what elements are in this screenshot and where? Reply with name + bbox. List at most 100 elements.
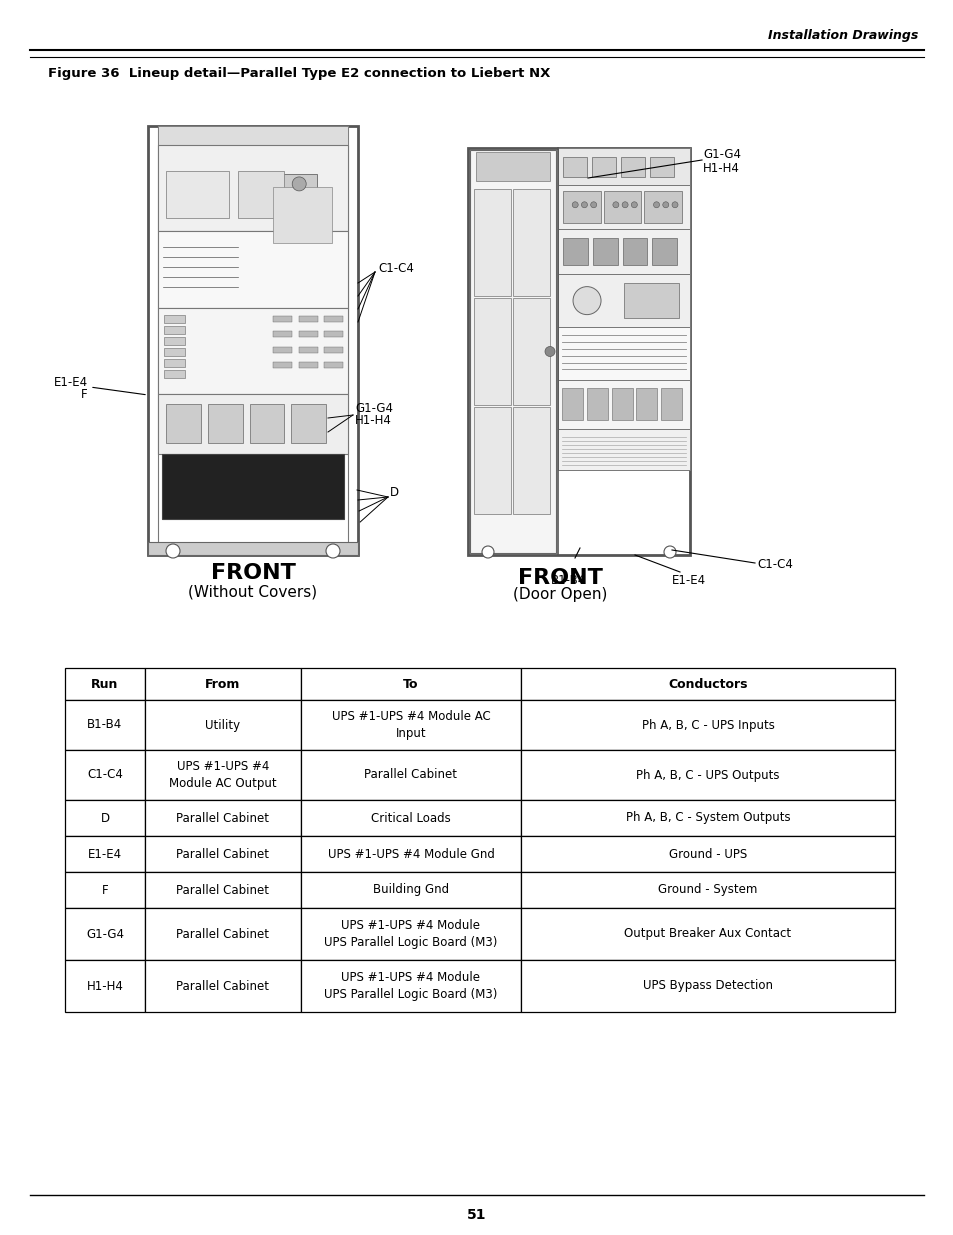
Bar — [145, 960, 301, 1011]
Bar — [158, 309, 348, 394]
Text: Conductors: Conductors — [667, 678, 747, 690]
Bar — [622, 238, 647, 266]
Circle shape — [612, 201, 618, 207]
Text: E1-E4: E1-E4 — [671, 574, 705, 587]
Text: Run: Run — [91, 678, 118, 690]
Bar — [611, 388, 632, 420]
Bar — [162, 454, 344, 519]
Bar — [562, 191, 600, 222]
Bar — [324, 347, 342, 352]
Bar — [474, 298, 511, 405]
Bar — [603, 191, 640, 222]
Bar — [558, 274, 689, 327]
Bar — [164, 370, 185, 378]
Bar — [298, 347, 317, 352]
Bar — [520, 872, 894, 908]
Bar — [164, 315, 185, 322]
Bar — [513, 408, 550, 515]
Text: B1-B4: B1-B4 — [88, 719, 123, 731]
Bar — [660, 388, 681, 420]
Text: Parallel Cabinet: Parallel Cabinet — [176, 979, 269, 993]
Bar — [513, 189, 550, 296]
Text: F: F — [102, 883, 109, 897]
Text: Figure 36  Lineup detail—Parallel Type E2 connection to Liebert NX: Figure 36 Lineup detail—Parallel Type E2… — [48, 68, 550, 80]
Bar — [324, 362, 342, 368]
Bar — [474, 408, 511, 515]
Bar — [301, 836, 520, 872]
Bar — [324, 316, 342, 321]
Text: G1-G4: G1-G4 — [355, 401, 393, 415]
Text: UPS #1-UPS #4 Module
UPS Parallel Logic Board (M3): UPS #1-UPS #4 Module UPS Parallel Logic … — [324, 971, 497, 1002]
Text: 51: 51 — [467, 1208, 486, 1221]
Bar — [158, 126, 348, 555]
Bar — [520, 668, 894, 700]
Bar — [301, 960, 520, 1011]
Text: F: F — [81, 389, 88, 401]
Bar — [592, 157, 615, 178]
Bar — [301, 700, 520, 750]
Bar — [65, 960, 145, 1011]
Bar — [145, 668, 301, 700]
Bar — [281, 174, 316, 194]
Circle shape — [573, 287, 600, 315]
Bar — [274, 362, 292, 368]
Bar — [558, 230, 689, 274]
Text: C1-C4: C1-C4 — [377, 262, 414, 274]
Text: FRONT: FRONT — [211, 563, 295, 583]
Bar — [65, 668, 145, 700]
Bar — [158, 231, 348, 309]
Text: Ground - UPS: Ground - UPS — [668, 847, 746, 861]
Bar — [520, 908, 894, 960]
Circle shape — [580, 201, 587, 207]
Bar — [208, 404, 242, 443]
Text: Installation Drawings: Installation Drawings — [767, 28, 917, 42]
Bar — [474, 189, 511, 296]
Circle shape — [621, 201, 627, 207]
Bar — [298, 316, 317, 321]
Circle shape — [572, 201, 578, 207]
Bar — [636, 388, 657, 420]
Bar — [145, 872, 301, 908]
Bar — [301, 908, 520, 960]
Text: (Door Open): (Door Open) — [513, 588, 606, 603]
Text: FRONT: FRONT — [517, 568, 601, 588]
Bar — [298, 331, 317, 337]
Bar — [558, 184, 689, 230]
Text: Parallel Cabinet: Parallel Cabinet — [176, 927, 269, 941]
Text: UPS #1-UPS #4 Module AC
Input: UPS #1-UPS #4 Module AC Input — [332, 710, 490, 740]
Bar — [301, 800, 520, 836]
Bar — [291, 404, 326, 443]
Bar — [274, 347, 292, 352]
Text: UPS #1-UPS #4
Module AC Output: UPS #1-UPS #4 Module AC Output — [169, 760, 276, 790]
Bar — [562, 238, 587, 266]
Text: C1-C4: C1-C4 — [757, 557, 792, 571]
Text: Ph A, B, C - UPS Inputs: Ph A, B, C - UPS Inputs — [640, 719, 774, 731]
Text: Utility: Utility — [205, 719, 240, 731]
Bar — [301, 668, 520, 700]
Text: Parallel Cabinet: Parallel Cabinet — [176, 811, 269, 825]
Circle shape — [166, 543, 180, 558]
Text: E1-E4: E1-E4 — [53, 375, 88, 389]
Text: (Without Covers): (Without Covers) — [189, 584, 317, 599]
Circle shape — [326, 543, 339, 558]
Text: H1-H4: H1-H4 — [702, 163, 740, 175]
Bar — [592, 238, 617, 266]
Bar — [145, 908, 301, 960]
Bar — [623, 283, 679, 317]
Bar — [301, 872, 520, 908]
Bar — [520, 700, 894, 750]
Bar — [158, 146, 348, 231]
Bar — [558, 148, 689, 184]
Text: H1-H4: H1-H4 — [355, 415, 392, 427]
Bar — [468, 148, 689, 555]
Bar — [470, 149, 556, 553]
Text: C1-C4: C1-C4 — [87, 768, 123, 782]
Bar — [164, 348, 185, 356]
Bar — [65, 800, 145, 836]
Bar — [145, 750, 301, 800]
Bar — [274, 186, 332, 243]
Text: Building Gnd: Building Gnd — [373, 883, 449, 897]
Bar — [65, 908, 145, 960]
Bar — [298, 362, 317, 368]
Bar — [520, 836, 894, 872]
